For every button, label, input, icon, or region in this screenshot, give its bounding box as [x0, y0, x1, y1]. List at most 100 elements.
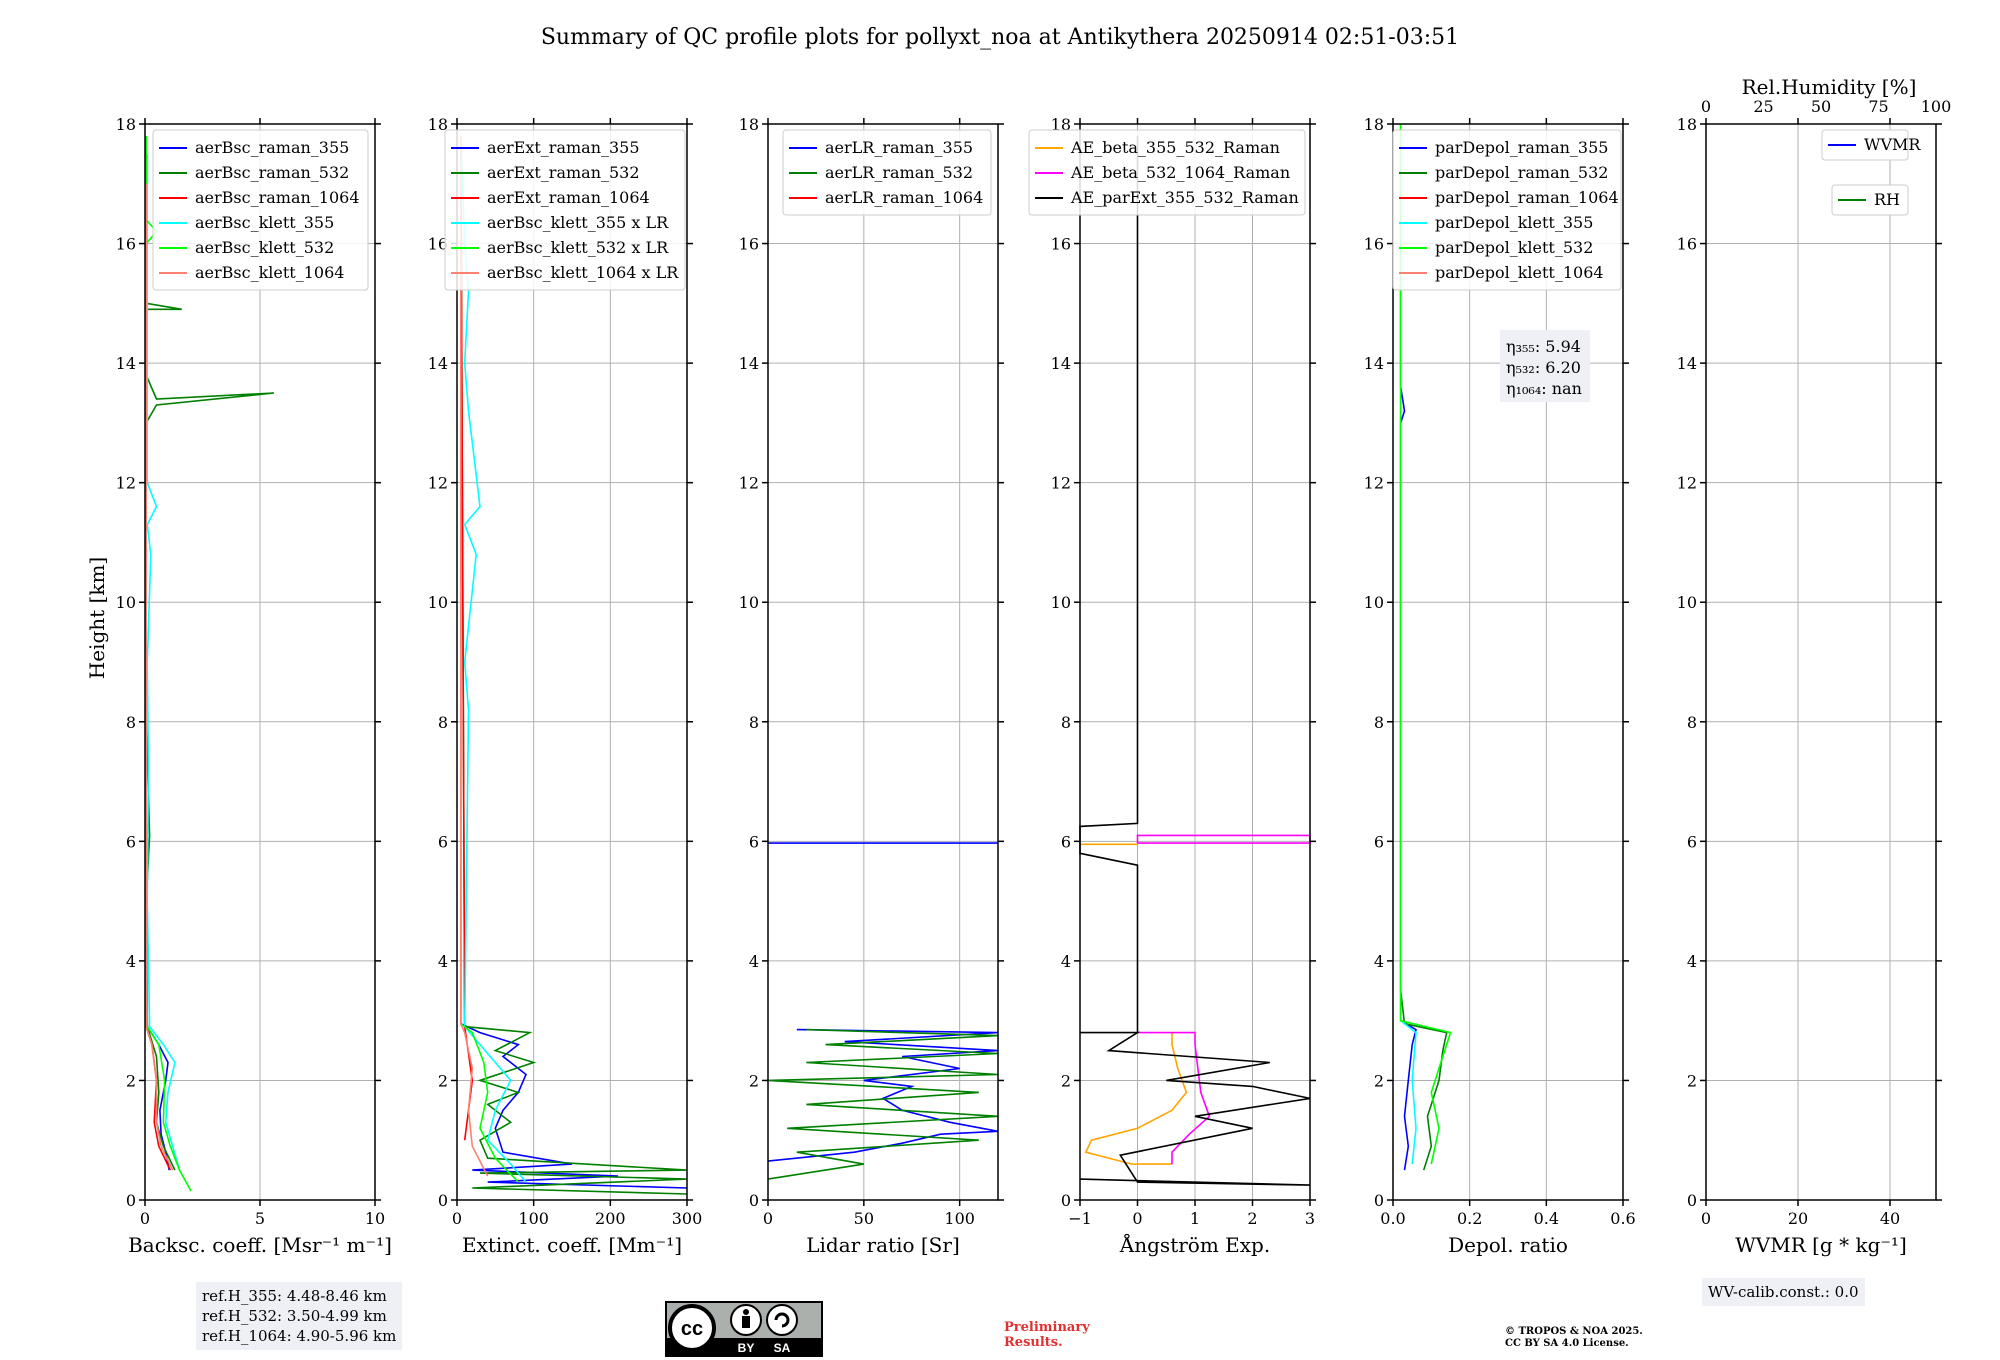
y-tick-label: 6: [1687, 832, 1697, 851]
x-axis-label: Extinct. coeff. [Mm⁻¹]: [462, 1233, 682, 1257]
series-line-aerbsc-klett-532: [145, 136, 192, 1192]
y-tick-label: 10: [116, 593, 136, 612]
axes-frame: [1705, 123, 1937, 1201]
axes-frame: [456, 123, 688, 1201]
y-tick-label: 16: [739, 235, 759, 254]
legend: AE_beta_355_532_Raman AE_beta_532_1064_Ra…: [1028, 129, 1306, 216]
x-tick-label: 0: [1701, 1209, 1711, 1228]
legend-label: AE_parExt_355_532_Raman: [1070, 188, 1299, 207]
axes-frame: [1392, 123, 1624, 1201]
x-axis-label: WVMR [g * kg⁻¹]: [1735, 1233, 1907, 1257]
legend-label: aerBsc_raman_1064: [195, 188, 360, 207]
sa-share-icon: [766, 1304, 798, 1336]
y-tick-label: 4: [438, 952, 448, 971]
legend-label: aerBsc_klett_1064: [195, 263, 344, 282]
top-x-tick-label: 75: [1868, 97, 1888, 116]
y-tick-label: 0: [126, 1191, 136, 1210]
y-tick-label: 8: [1687, 713, 1697, 732]
series-line-ae-beta-355-532-raman: [1084, 1032, 1188, 1165]
y-tick-label: 18: [1051, 115, 1071, 134]
y-tick-label: 10: [1677, 593, 1697, 612]
x-tick-label: 0.0: [1380, 1209, 1405, 1228]
legend-label: aerBsc_raman_355: [195, 138, 349, 157]
y-tick-label: 2: [438, 1071, 448, 1090]
series-line-aerlr-raman-355: [767, 1028, 999, 1162]
legend-label: parDepol_klett_532: [1435, 238, 1593, 257]
y-tick-label: 18: [1364, 115, 1384, 134]
y-tick-label: 0: [1061, 1191, 1071, 1210]
legend-box: [152, 129, 369, 291]
series-line-pardepol-klett-532: [1399, 124, 1452, 1165]
series-line-aerbsc-klett-1064-x-lr: [460, 136, 489, 1177]
y-tick-label: 12: [1051, 474, 1071, 493]
copyright-line-2: CC BY SA 4.0 License.: [1505, 1338, 1629, 1349]
series-line-ae-beta-532-1064-raman: [1137, 1031, 1211, 1165]
y-tick-label: 4: [1061, 952, 1071, 971]
y-tick-label: 12: [116, 474, 136, 493]
series-line-aerext-raman-532: [460, 135, 688, 1195]
x-tick-label: 0.6: [1610, 1209, 1635, 1228]
y-tick-label: 14: [116, 354, 136, 373]
panel-5: 0 20 40 0 2 4 6 8 10 12 14 16 18 WVMR [g * kg⁻¹] WVMR R…: [1677, 75, 1952, 1257]
legend-label: aerExt_raman_355: [487, 138, 640, 157]
y-tick-label: 6: [1374, 832, 1384, 851]
x-tick-label: 100: [944, 1209, 975, 1228]
x-tick-label: 1: [1190, 1209, 1200, 1228]
legend-label: AE_beta_355_532_Raman: [1070, 138, 1280, 157]
preliminary-line-1: Preliminary: [1004, 1320, 1090, 1335]
y-tick-label: 12: [1677, 474, 1697, 493]
y-axis-label: Height [km]: [85, 557, 109, 679]
wv-calibration-box: WV-calib.const.: 0.0: [1702, 1278, 1865, 1306]
legend-label: aerBsc_klett_532: [195, 238, 334, 257]
preliminary-results-note: Preliminary Results.: [1004, 1320, 1090, 1350]
y-tick-label: 2: [1687, 1071, 1697, 1090]
x-tick-label: 300: [672, 1209, 703, 1228]
panel-2: 0 50 100 0 2 4 6 8 10 12 14 16 18 Lidar ratio [Sr] aer…: [739, 115, 1004, 1257]
top-x-tick-label: 25: [1753, 97, 1773, 116]
legend: parDepol_raman_355 parDepol_raman_532 parD…: [1392, 129, 1622, 291]
cc-license-badge: cc BY SA: [665, 1301, 823, 1357]
panel-1: 0 100 200 300 0 2 4 6 8 10 12 14 16 18 Extinct. coeff.…: [428, 115, 703, 1257]
legend-label: AE_beta_532_1064_Raman: [1070, 163, 1290, 182]
y-tick-label: 0: [1687, 1191, 1697, 1210]
y-tick-label: 14: [1364, 354, 1384, 373]
y-tick-label: 6: [749, 832, 759, 851]
x-axis-label: Ångström Exp.: [1119, 1232, 1270, 1257]
series-line-ae-beta-532-1064-raman-6-km-: [1136, 834, 1311, 844]
x-axis-label: Backsc. coeff. [Msr⁻¹ m⁻¹]: [128, 1233, 392, 1257]
annotation-line: η₁₀₆₄: nan: [1506, 379, 1582, 398]
legend-label: parDepol_raman_1064: [1435, 188, 1619, 207]
y-tick-label: 14: [1677, 354, 1697, 373]
x-axis-label: Lidar ratio [Sr]: [806, 1233, 960, 1257]
y-tick-label: 10: [739, 593, 759, 612]
y-tick-label: 16: [1364, 235, 1384, 254]
series-line-aerbsc-raman-532: [145, 136, 274, 1171]
legend-box: [1821, 129, 1909, 161]
x-tick-label: 20: [1788, 1209, 1808, 1228]
y-tick-label: 0: [438, 1191, 448, 1210]
y-tick-label: 2: [1374, 1071, 1384, 1090]
axes-frame: [767, 123, 999, 1201]
y-tick-label: 10: [1364, 593, 1384, 612]
annotation-line: η₅₃₂: 6.20: [1506, 358, 1581, 377]
legend-label: aerExt_raman_532: [487, 163, 640, 182]
y-tick-label: 8: [1061, 713, 1071, 732]
legend-label: aerLR_raman_355: [825, 138, 973, 157]
y-tick-label: 4: [1374, 952, 1384, 971]
legend-label: parDepol_raman_532: [1435, 163, 1608, 182]
y-tick-label: 6: [1061, 832, 1071, 851]
legend-box: [444, 129, 686, 291]
x-tick-label: 50: [854, 1209, 874, 1228]
legend-label: aerBsc_klett_532 x LR: [487, 238, 669, 257]
cc-sa-label: SA: [774, 1341, 791, 1355]
legend-label: aerBsc_raman_532: [195, 163, 349, 182]
top-x-tick-label: 100: [1921, 97, 1952, 116]
depol-calibration-annotation: η₃₅₅: 5.94 η₅₃₂: 6.20 η₁₀₆₄: nan: [1500, 330, 1590, 402]
legend-label: parDepol_klett_1064: [1435, 263, 1604, 282]
x-tick-label: 0.2: [1457, 1209, 1482, 1228]
y-tick-label: 6: [438, 832, 448, 851]
y-tick-label: 18: [739, 115, 759, 134]
series-line-pardepol-raman-532: [1399, 136, 1448, 1171]
y-tick-label: 10: [428, 593, 448, 612]
